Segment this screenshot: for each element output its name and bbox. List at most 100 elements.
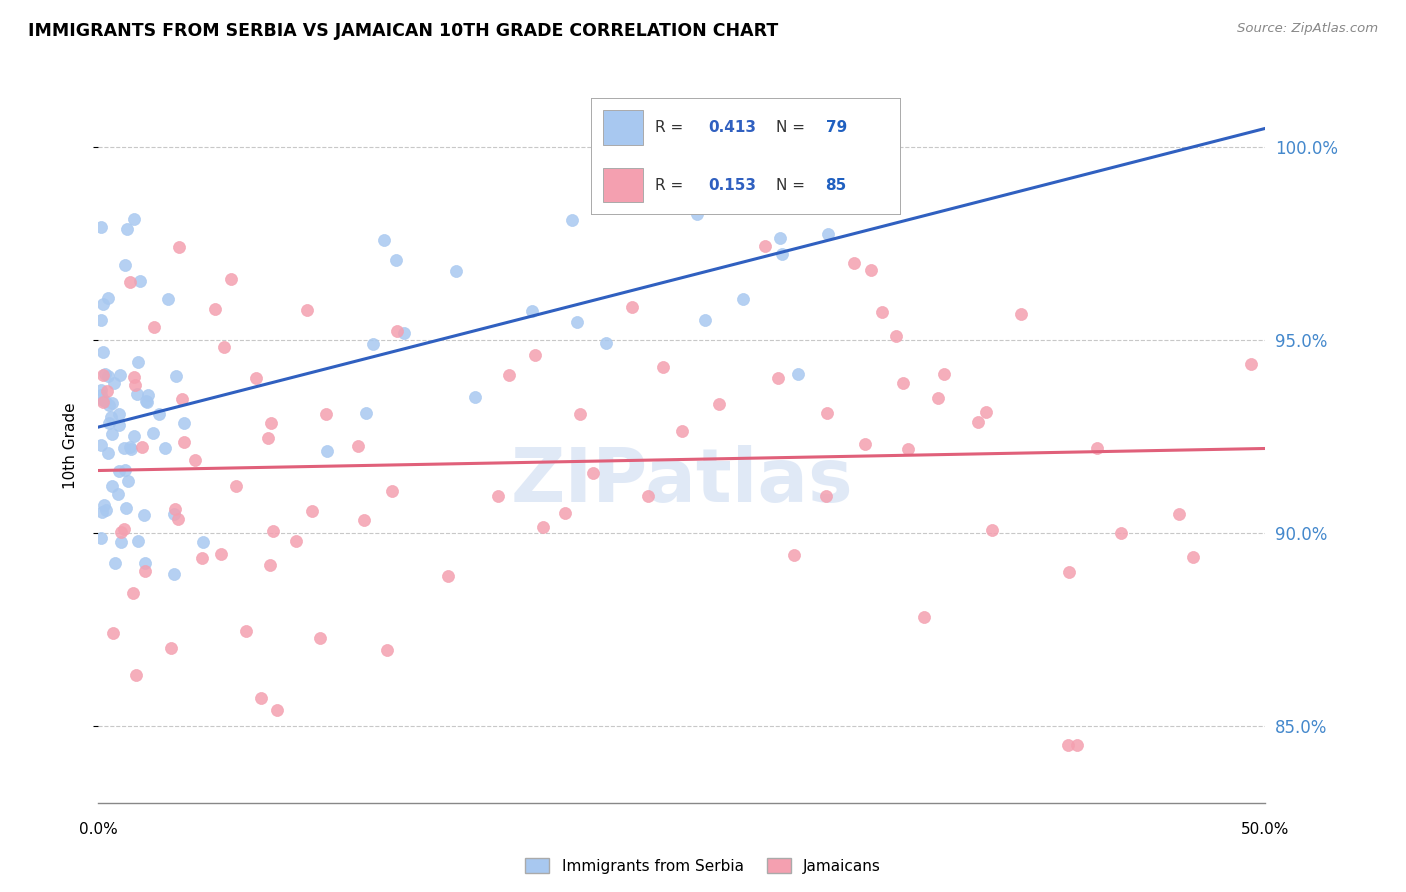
Point: [91, 368, 114, 382]
Legend: Immigrants from Serbia, Jamaicans: Immigrants from Serbia, Jamaicans: [519, 852, 887, 880]
Point: [815, 405, 838, 419]
Point: [768, 371, 790, 385]
Text: 0.153: 0.153: [709, 178, 756, 193]
Point: [392, 326, 415, 340]
Point: [912, 609, 935, 624]
Point: [595, 335, 617, 350]
Point: [259, 558, 281, 573]
Bar: [603, 168, 643, 202]
Point: [127, 533, 149, 548]
Text: Source: ZipAtlas.com: Source: ZipAtlas.com: [1237, 22, 1378, 36]
Text: 0.0%: 0.0%: [79, 822, 118, 837]
Text: 50.0%: 50.0%: [1241, 822, 1289, 837]
Point: [464, 390, 486, 404]
Point: [120, 275, 142, 289]
Y-axis label: 10th Grade: 10th Grade: [63, 402, 77, 490]
Point: [235, 624, 257, 638]
Point: [486, 489, 509, 503]
Point: [98, 416, 121, 430]
Point: [209, 547, 232, 561]
Point: [90, 388, 112, 402]
Point: [284, 534, 307, 549]
Point: [163, 502, 186, 516]
Point: [90, 505, 112, 519]
Point: [157, 292, 180, 306]
Point: [112, 441, 135, 455]
Text: ZIPatlas: ZIPatlas: [510, 445, 853, 518]
Text: N =: N =: [776, 178, 810, 193]
Point: [191, 535, 214, 549]
Point: [1240, 357, 1263, 371]
Point: [980, 524, 1002, 538]
Point: [375, 643, 398, 657]
Point: [531, 520, 554, 534]
Point: [817, 227, 839, 241]
Point: [554, 506, 576, 520]
Point: [93, 498, 115, 512]
Point: [97, 369, 120, 384]
Text: IMMIGRANTS FROM SERBIA VS JAMAICAN 10TH GRADE CORRELATION CHART: IMMIGRANTS FROM SERBIA VS JAMAICAN 10TH …: [28, 22, 779, 40]
Point: [142, 425, 165, 440]
Point: [498, 368, 520, 382]
Point: [134, 564, 156, 578]
Point: [266, 703, 288, 717]
Point: [155, 442, 177, 456]
Point: [101, 479, 124, 493]
Point: [1181, 550, 1204, 565]
Point: [166, 512, 188, 526]
Point: [134, 508, 156, 522]
Point: [671, 424, 693, 438]
Point: [131, 441, 153, 455]
Point: [90, 383, 112, 397]
Point: [148, 408, 170, 422]
Point: [107, 407, 129, 421]
Point: [927, 391, 949, 405]
Point: [316, 444, 339, 458]
Point: [90, 531, 112, 545]
Point: [309, 631, 332, 645]
Point: [167, 240, 190, 254]
Point: [127, 387, 149, 401]
Point: [127, 355, 149, 369]
Point: [1066, 738, 1088, 752]
Point: [834, 122, 856, 136]
Point: [91, 395, 114, 409]
Point: [1167, 508, 1189, 522]
Point: [620, 300, 643, 314]
Point: [104, 556, 127, 570]
Point: [520, 304, 543, 318]
Point: [582, 467, 605, 481]
Point: [162, 507, 184, 521]
Text: R =: R =: [655, 120, 689, 135]
Point: [110, 534, 132, 549]
Point: [782, 548, 804, 562]
Point: [163, 566, 186, 581]
Point: [385, 324, 408, 338]
Point: [121, 586, 143, 600]
Point: [117, 474, 139, 488]
Point: [122, 429, 145, 443]
Point: [165, 368, 187, 383]
Point: [91, 345, 114, 359]
Point: [212, 340, 235, 354]
Point: [98, 398, 121, 412]
Point: [693, 313, 716, 327]
Point: [204, 302, 226, 317]
Point: [191, 551, 214, 566]
Point: [90, 438, 112, 452]
Point: [110, 368, 132, 383]
Point: [257, 431, 280, 445]
Point: [97, 292, 120, 306]
Point: [853, 437, 876, 451]
Point: [301, 504, 323, 518]
Text: R =: R =: [655, 178, 689, 193]
Point: [135, 394, 157, 409]
Point: [652, 359, 675, 374]
Point: [567, 315, 589, 329]
Point: [245, 371, 267, 385]
Point: [1085, 442, 1108, 456]
Point: [787, 367, 810, 381]
Point: [115, 500, 138, 515]
Point: [100, 427, 122, 442]
Point: [967, 416, 990, 430]
